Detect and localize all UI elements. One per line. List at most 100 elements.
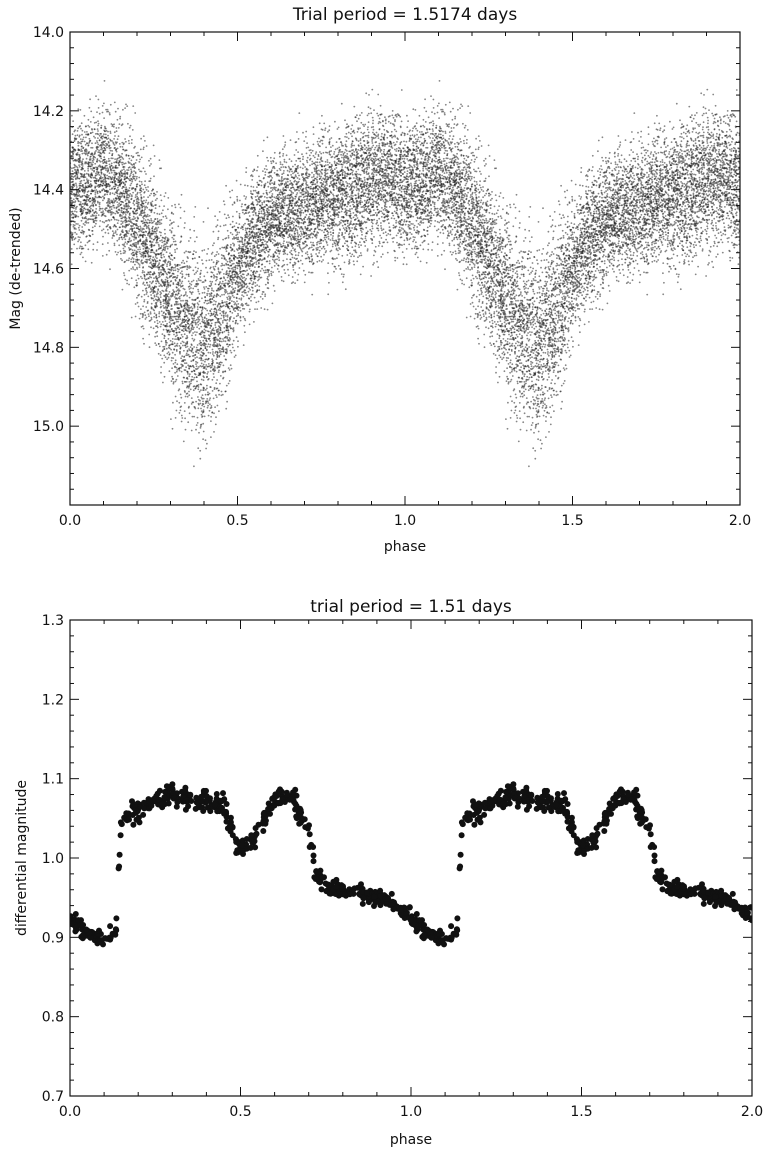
data-point xyxy=(397,150,400,152)
data-point xyxy=(495,340,498,343)
data-point xyxy=(91,233,94,236)
data-point xyxy=(556,320,559,322)
data-point xyxy=(110,162,113,165)
data-point xyxy=(632,251,635,254)
data-point xyxy=(505,359,508,362)
data-point xyxy=(568,236,570,239)
data-point xyxy=(450,150,453,153)
data-point xyxy=(439,231,442,234)
data-point xyxy=(499,320,502,322)
data-point xyxy=(112,198,115,201)
data-point xyxy=(585,299,587,302)
data-point xyxy=(266,168,268,171)
data-point xyxy=(249,282,251,285)
data-point xyxy=(500,340,502,342)
data-point xyxy=(618,158,621,161)
data-point xyxy=(255,301,258,304)
data-point xyxy=(161,333,164,335)
data-point xyxy=(150,316,153,319)
data-point xyxy=(622,274,625,277)
data-point xyxy=(347,193,349,196)
data-point xyxy=(448,244,451,247)
data-point xyxy=(573,306,576,309)
data-point xyxy=(717,168,719,171)
data-point xyxy=(172,401,174,404)
data-point xyxy=(608,151,611,154)
data-point xyxy=(188,304,190,307)
data-point xyxy=(506,341,509,343)
data-point xyxy=(82,256,84,259)
data-point xyxy=(134,162,137,164)
data-point xyxy=(148,333,151,336)
data-point xyxy=(364,245,367,247)
data-point xyxy=(518,251,521,254)
data-point xyxy=(548,300,550,302)
data-point xyxy=(509,353,511,356)
data-point xyxy=(485,294,487,296)
data-point xyxy=(318,137,320,140)
data-point xyxy=(619,245,621,247)
data-point xyxy=(293,154,296,156)
data-point xyxy=(255,263,258,265)
data-point xyxy=(657,225,660,228)
data-point xyxy=(679,148,682,151)
data-point xyxy=(562,345,565,348)
data-point xyxy=(318,214,321,217)
data-point xyxy=(153,277,155,279)
data-point xyxy=(103,221,106,224)
data-point xyxy=(653,137,655,140)
data-point xyxy=(97,98,100,101)
data-point xyxy=(540,286,543,288)
data-point xyxy=(254,308,256,310)
data-point xyxy=(438,80,441,82)
data-point xyxy=(187,373,189,375)
data-point xyxy=(493,315,496,318)
data-point xyxy=(341,171,344,174)
data-point xyxy=(157,288,160,290)
data-point xyxy=(451,138,454,141)
data-point xyxy=(708,218,711,221)
data-point xyxy=(590,263,593,265)
data-point xyxy=(618,146,621,148)
data-point xyxy=(346,175,348,178)
data-point xyxy=(115,130,118,133)
data-point xyxy=(706,88,709,91)
data-point xyxy=(596,241,599,244)
data-point xyxy=(228,320,231,322)
data-point xyxy=(470,177,473,180)
data-point xyxy=(356,131,359,133)
data-point xyxy=(382,168,384,171)
data-point xyxy=(147,196,150,199)
data-point xyxy=(233,225,236,228)
data-point xyxy=(488,220,490,223)
data-point xyxy=(284,252,287,255)
data-point xyxy=(633,267,636,269)
data-point xyxy=(515,193,518,196)
data-point xyxy=(467,105,470,107)
data-point xyxy=(713,185,715,188)
data-point xyxy=(283,160,286,163)
data-point xyxy=(108,112,111,114)
data-point xyxy=(343,237,346,240)
data-point xyxy=(266,196,268,199)
data-point xyxy=(267,221,270,223)
data-point xyxy=(192,279,195,282)
data-point xyxy=(375,145,378,147)
data-point xyxy=(641,251,644,253)
data-point xyxy=(359,114,361,117)
data-point xyxy=(216,328,219,331)
data-point xyxy=(209,314,212,317)
data-point xyxy=(373,218,376,221)
data-point xyxy=(186,256,189,258)
data-point xyxy=(504,252,506,255)
data-point xyxy=(557,364,560,367)
data-point xyxy=(322,246,325,248)
data-point xyxy=(355,170,358,173)
data-point xyxy=(716,253,719,256)
data-point xyxy=(384,177,387,180)
data-point xyxy=(615,202,618,204)
data-point xyxy=(226,314,229,317)
data-point xyxy=(447,225,450,228)
data-point xyxy=(462,232,465,235)
data-point xyxy=(120,217,123,220)
